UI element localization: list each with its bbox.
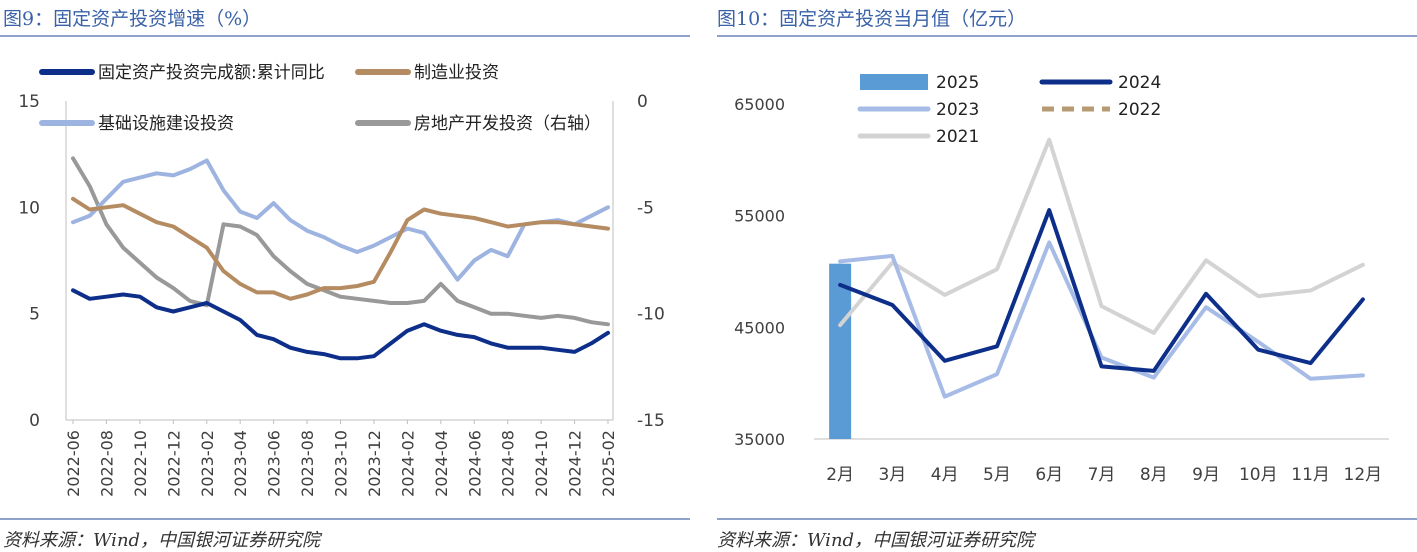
growth-line-chart: 0 5 10 15 -15 -10 -5 0 2022-06 2022-08 2022-10 2022… <box>18 63 665 497</box>
chart-panel-investment-growth: 图9：固定资产投资增速（%） 0 5 10 15 -15 -10 -5 0 2022-06 202… <box>0 0 690 552</box>
series-line-series-2 <box>71 158 610 282</box>
x-tick-label: 4月 <box>931 465 959 485</box>
legend-label: 制造业投资 <box>414 63 499 83</box>
chart-title: 图10：固定资产投资当月值（亿元） <box>717 8 1027 30</box>
series-line-2024 <box>838 208 1365 373</box>
x-tick-label: 2024-02 <box>398 430 417 497</box>
x-tick-label: 2024-06 <box>465 430 484 497</box>
x-tick-label: 2022-12 <box>164 430 183 497</box>
bar-2025 <box>829 263 852 439</box>
x-tick-label: 2023-06 <box>265 430 284 497</box>
x-tick-label: 9月 <box>1192 465 1220 485</box>
y-tick-label: 45000 <box>734 318 785 337</box>
legend-label: 房地产开发投资（右轴） <box>414 114 601 134</box>
x-tick-label: 2023-02 <box>198 430 217 497</box>
legend-label: 固定资产投资完成额:累计同比 <box>98 63 325 83</box>
x-tick-label: 2023-10 <box>332 430 351 497</box>
legend-label: 基础设施建设投资 <box>98 114 234 134</box>
x-tick-label: 10月 <box>1239 465 1278 485</box>
x-tick-label: 2024-08 <box>499 430 518 497</box>
y2-tick-label: 0 <box>637 92 648 112</box>
legend-swatch <box>860 74 928 90</box>
x-tick-label: 2022-08 <box>97 430 116 497</box>
x-tick-label: 2月 <box>826 465 854 485</box>
legend-label: 2023 <box>936 100 979 120</box>
x-tick-label: 5月 <box>983 465 1011 485</box>
legend-label: 2022 <box>1118 100 1161 120</box>
title-divider <box>0 35 690 37</box>
x-tick-label: 2023-08 <box>298 430 317 497</box>
y2-tick-label: -5 <box>637 198 654 218</box>
x-tick-label: 2024-04 <box>432 430 451 497</box>
y-tick-label: 5 <box>29 305 40 325</box>
title-divider <box>717 35 1417 37</box>
source-divider <box>717 518 1417 520</box>
y-tick-label: 65000 <box>734 95 785 114</box>
series-line-series-3 <box>71 156 610 327</box>
x-tick-label: 11月 <box>1291 465 1330 485</box>
monthly-value-chart: 35000 45000 55000 65000 2月 3月 4月 5月 6月 7月 8月 9月 10月 1… <box>734 73 1389 485</box>
series-line-series-0 <box>71 288 610 361</box>
y-tick-label: 0 <box>29 411 40 431</box>
source-divider <box>0 518 690 520</box>
x-tick-label: 8月 <box>1140 465 1168 485</box>
source-note: 资料来源：Wind，中国银河证券研究院 <box>717 530 1035 551</box>
x-tick-label: 2022-06 <box>64 430 83 497</box>
y2-tick-label: -10 <box>637 305 665 325</box>
series-line-series-1 <box>71 196 610 301</box>
chart-panel-monthly-investment: 图10：固定资产投资当月值（亿元） 35000 45000 55000 65000 2月… <box>717 0 1417 552</box>
legend-label: 2024 <box>1118 73 1161 93</box>
series-line-2023 <box>838 240 1365 399</box>
legend-label: 2025 <box>936 73 979 93</box>
x-tick-label: 3月 <box>878 465 906 485</box>
x-tick-label: 7月 <box>1088 465 1116 485</box>
x-tick-label: 2022-10 <box>131 430 150 497</box>
y-tick-label: 10 <box>18 198 40 218</box>
x-tick-label: 12月 <box>1344 465 1383 485</box>
x-tick-label: 2023-04 <box>231 430 250 497</box>
y-tick-label: 55000 <box>734 207 785 226</box>
y-tick-label: 15 <box>18 92 40 112</box>
x-tick-label: 6月 <box>1035 465 1063 485</box>
legend-label: 2021 <box>936 127 979 147</box>
x-tick-label: 2024-12 <box>566 430 585 497</box>
x-tick-label: 2023-12 <box>365 430 384 497</box>
source-note: 资料来源：Wind，中国银河证券研究院 <box>3 530 321 551</box>
series-line-2021 <box>838 137 1365 335</box>
x-tick-label: 2025-02 <box>599 430 618 497</box>
x-tick-label: 2024-10 <box>532 430 551 497</box>
y-tick-label: 35000 <box>734 430 785 449</box>
y2-tick-label: -15 <box>637 411 665 431</box>
chart-title: 图9：固定资产投资增速（%） <box>3 8 262 30</box>
